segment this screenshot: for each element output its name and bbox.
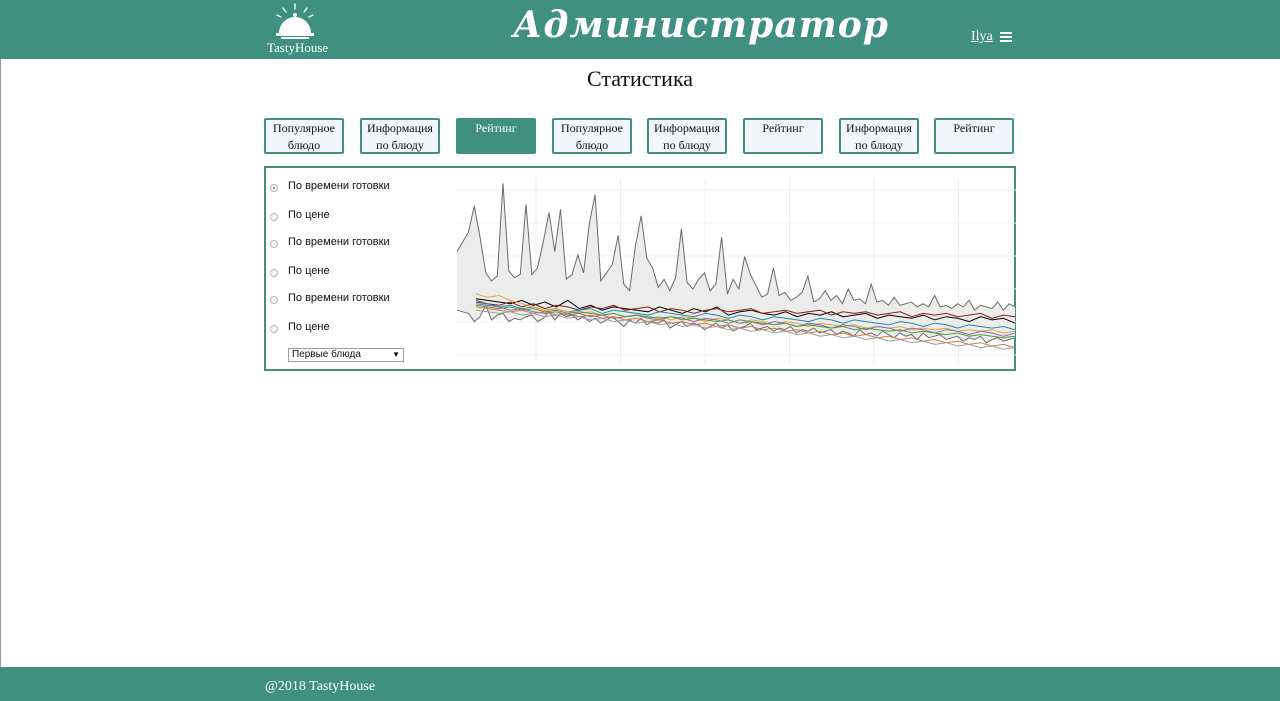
user-link[interactable]: Ilya — [971, 29, 993, 44]
radio-button[interactable] — [270, 296, 278, 304]
tab-rating-3[interactable]: Рейтинг — [934, 118, 1014, 154]
filter-option-label: По цене — [288, 265, 330, 277]
tab-dish-info[interactable]: Информация по блюду — [360, 118, 440, 154]
tab-popular-dish[interactable]: Популярное блюдо — [264, 118, 344, 154]
chart-series-line — [475, 293, 1016, 334]
filter-option-label: По времени готовки — [288, 292, 390, 304]
service-bell-icon[interactable] — [262, 2, 332, 57]
radio-button[interactable] — [270, 240, 278, 248]
filter-option-label: По цене — [288, 321, 330, 333]
header-bar: TastyHouse Администратор Ilya — [0, 0, 1280, 59]
footer-bar: @2018 TastyHouse — [0, 667, 1280, 701]
stats-panel: По времени готовки По цене По времени го… — [264, 166, 1016, 371]
radio-button[interactable] — [270, 213, 278, 221]
chart-band-upper-line — [456, 183, 1016, 312]
category-select-value: Первые блюда — [292, 349, 361, 360]
tab-rating-2[interactable]: Рейтинг — [743, 118, 823, 154]
filter-option-label: По времени готовки — [288, 236, 390, 248]
radio-button[interactable] — [270, 325, 278, 333]
category-select[interactable]: Первые блюда ▼ — [288, 348, 404, 362]
radio-button[interactable] — [270, 269, 278, 277]
chart-series-line — [475, 298, 1016, 324]
chevron-down-icon: ▼ — [392, 350, 400, 359]
stats-tabs: Популярное блюдо Информация по блюду Рей… — [264, 118, 1017, 157]
radio-button[interactable] — [270, 184, 278, 192]
filter-option-label: По цене — [288, 209, 330, 221]
chart-series-line — [475, 304, 1016, 339]
chart-series-line — [475, 306, 1016, 349]
tab-dish-info-3[interactable]: Информация по блюду — [839, 118, 919, 154]
header-title: Администратор — [513, 4, 889, 46]
page-title: Статистика — [586, 66, 694, 91]
hamburger-icon[interactable] — [1000, 32, 1012, 42]
chart-series-line — [475, 301, 1016, 319]
tab-popular-dish-2[interactable]: Популярное блюдо — [552, 118, 632, 154]
logo-text: TastyHouse — [267, 40, 329, 55]
filter-option-label: По времени готовки — [288, 180, 390, 192]
footer-copyright: @2018 TastyHouse — [265, 679, 376, 694]
chart-series-line — [475, 303, 1016, 337]
chart-series-line — [475, 309, 1016, 350]
tab-rating[interactable]: Рейтинг — [456, 118, 536, 154]
tab-dish-info-2[interactable]: Информация по блюду — [647, 118, 727, 154]
page-left-border — [0, 0, 1, 701]
rating-chart — [456, 178, 1016, 363]
